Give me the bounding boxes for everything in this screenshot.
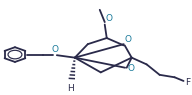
Text: O: O	[127, 64, 134, 73]
Text: F: F	[185, 78, 191, 87]
Text: O: O	[51, 45, 58, 54]
Text: H: H	[67, 84, 74, 93]
Text: O: O	[125, 35, 132, 44]
Text: O: O	[106, 14, 113, 23]
